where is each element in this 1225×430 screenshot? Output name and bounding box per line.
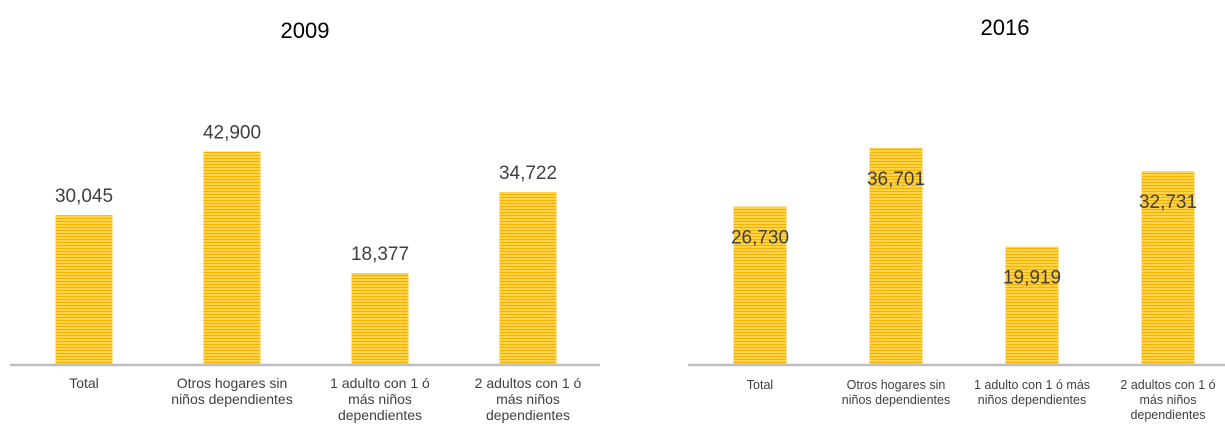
data-label: 19,919 xyxy=(1003,268,1061,289)
chart-title: 2016 xyxy=(981,15,1030,40)
data-label: 30,045 xyxy=(55,186,113,207)
x-tick-label: 2 adultos con 1 ó más niños dependientes xyxy=(475,375,582,423)
data-label: 34,722 xyxy=(499,163,557,184)
bar xyxy=(203,151,261,364)
bar xyxy=(733,206,787,364)
x-tick-label: Total xyxy=(69,375,99,391)
value-labels: 26,730 36,701 19,919 32,731 xyxy=(731,169,1197,289)
bar-group xyxy=(733,147,1195,364)
data-label: 36,701 xyxy=(867,169,925,190)
x-tick-label: 2 adultos con 1 ó más niños dependientes xyxy=(1120,378,1215,422)
chart-2009: 2009 30,045 42,900 18,377 34,722 Total Otros… xyxy=(10,18,600,423)
bar xyxy=(351,272,409,364)
value-labels: 30,045 42,900 18,377 34,722 xyxy=(55,123,557,265)
x-tick-label: 1 adulto con 1 ó más niños dependientes xyxy=(974,378,1090,407)
chart-2016: 2016 26,730 36,701 19,919 32,731 Total Otros… xyxy=(688,15,1225,422)
x-tick-label: Otros hogares sin niños dependientes xyxy=(842,378,950,407)
data-label: 32,731 xyxy=(1139,192,1197,213)
x-tick-label: Total xyxy=(747,378,773,392)
x-tick-label: Otros hogares sin niños dependientes xyxy=(171,375,292,407)
data-label: 42,900 xyxy=(203,123,261,144)
data-label: 18,377 xyxy=(351,244,409,265)
bar xyxy=(55,215,113,364)
chart-title: 2009 xyxy=(281,18,330,43)
category-labels: Total Otros hogares sin niños dependientes… xyxy=(747,378,1216,422)
bar xyxy=(1141,171,1195,364)
bar xyxy=(499,192,557,364)
x-tick-label: 1 adulto con 1 ó más niños dependientes xyxy=(330,375,430,423)
bar xyxy=(1005,246,1059,364)
category-labels: Total Otros hogares sin niños dependientes… xyxy=(69,375,581,423)
data-label: 26,730 xyxy=(731,228,789,249)
bar xyxy=(869,147,923,364)
bar-group xyxy=(55,151,557,364)
